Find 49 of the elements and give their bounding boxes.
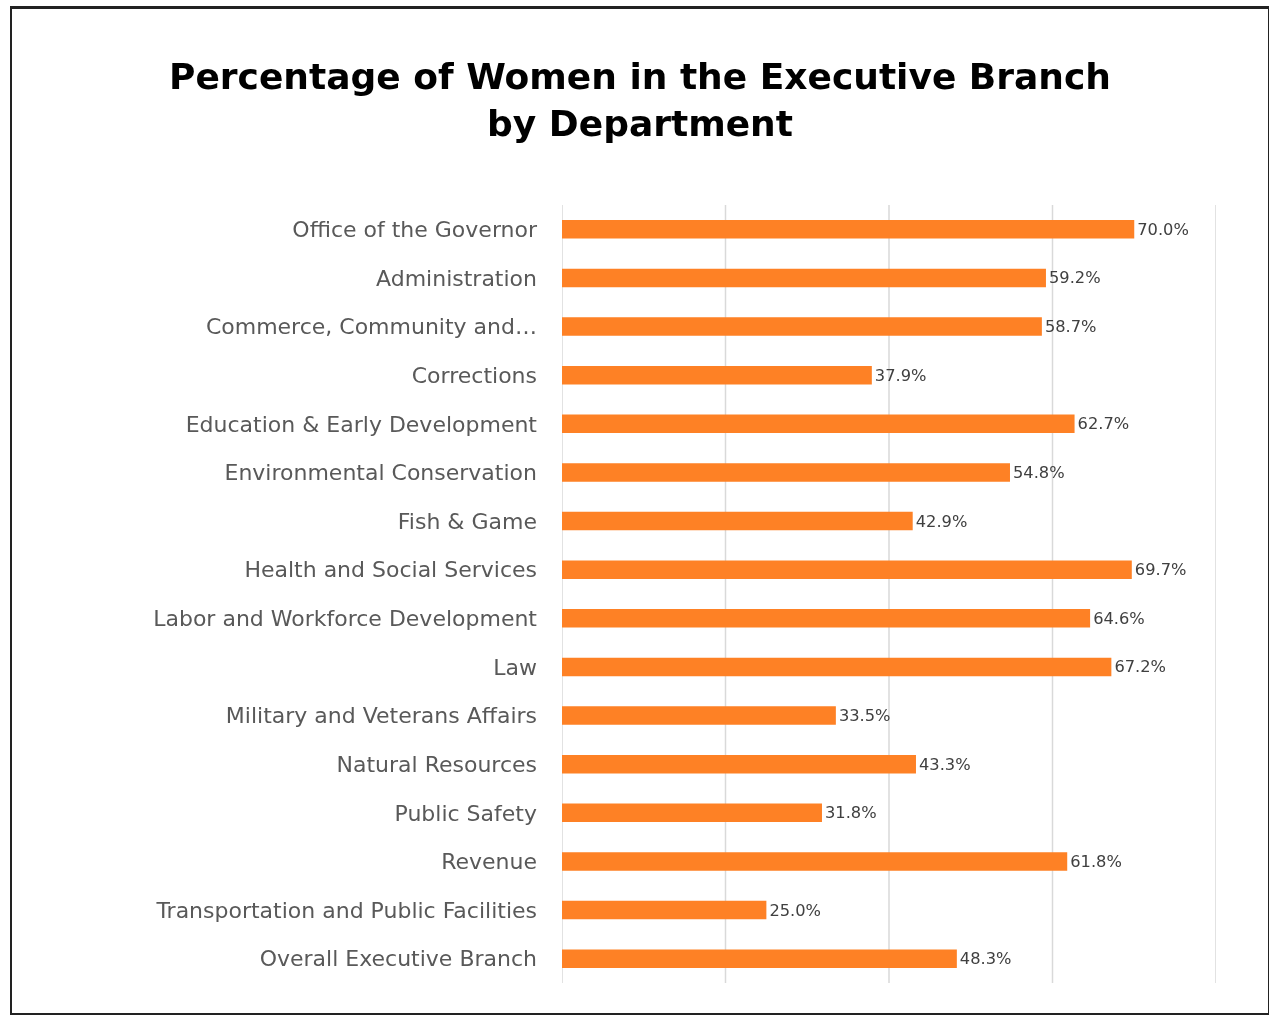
data-label: 67.2% bbox=[1114, 657, 1166, 677]
data-label: 54.8% bbox=[1013, 462, 1065, 482]
data-label: 37.9% bbox=[874, 365, 927, 385]
y-tick-label: Health and Social Services bbox=[244, 557, 537, 583]
data-label: 48.3% bbox=[959, 949, 1012, 969]
y-tick-label: Transportation and Public Facilities bbox=[155, 897, 537, 923]
bar bbox=[562, 268, 1046, 288]
bar bbox=[562, 317, 1042, 336]
y-tick-label: Corrections bbox=[411, 362, 537, 388]
bar bbox=[562, 852, 1068, 871]
bar bbox=[562, 754, 916, 774]
data-label: 62.7% bbox=[1077, 414, 1130, 434]
data-label: 25.0% bbox=[769, 900, 822, 920]
y-tick-label: Fish & Game bbox=[397, 508, 537, 534]
y-tick-label: Law bbox=[493, 654, 537, 680]
bar bbox=[562, 414, 1075, 434]
bar bbox=[562, 706, 836, 725]
data-label: 70.0% bbox=[1137, 219, 1189, 239]
bar bbox=[562, 511, 913, 531]
bar bbox=[562, 803, 822, 823]
y-tick-label: Administration bbox=[376, 265, 537, 291]
y-tick-label: Natural Resources bbox=[336, 751, 537, 777]
data-label: 43.3% bbox=[919, 754, 971, 774]
data-label: 69.7% bbox=[1134, 560, 1187, 580]
y-tick-label: Environmental Conservation bbox=[224, 460, 537, 486]
bar bbox=[562, 365, 872, 385]
bar bbox=[562, 463, 1010, 482]
data-label: 33.5% bbox=[838, 706, 891, 726]
y-tick-label: Military and Veterans Affairs bbox=[225, 703, 537, 729]
y-tick-label: Revenue bbox=[441, 849, 537, 875]
y-tick-label: Office of the Governor bbox=[292, 217, 538, 243]
bar bbox=[562, 657, 1112, 677]
data-label: 31.8% bbox=[824, 803, 877, 823]
y-tick-label: Overall Executive Branch bbox=[259, 946, 537, 972]
bar bbox=[562, 949, 957, 968]
data-label: 42.9% bbox=[915, 511, 968, 531]
y-tick-label: Commerce, Community and… bbox=[205, 314, 537, 340]
bar bbox=[562, 220, 1135, 239]
data-label: 64.6% bbox=[1093, 608, 1145, 628]
y-tick-label: Public Safety bbox=[394, 800, 537, 826]
bar bbox=[562, 609, 1091, 628]
y-tick-label: Labor and Workforce Development bbox=[153, 606, 538, 632]
chart-title: Percentage of Women in the Executive Branch by Department bbox=[169, 56, 1111, 145]
data-label: 59.2% bbox=[1048, 268, 1101, 288]
data-label: 61.8% bbox=[1070, 851, 1122, 871]
y-tick-label: Education & Early Development bbox=[185, 411, 538, 437]
bar bbox=[562, 900, 767, 920]
bar bbox=[562, 560, 1132, 579]
data-label: 58.7% bbox=[1044, 317, 1097, 337]
